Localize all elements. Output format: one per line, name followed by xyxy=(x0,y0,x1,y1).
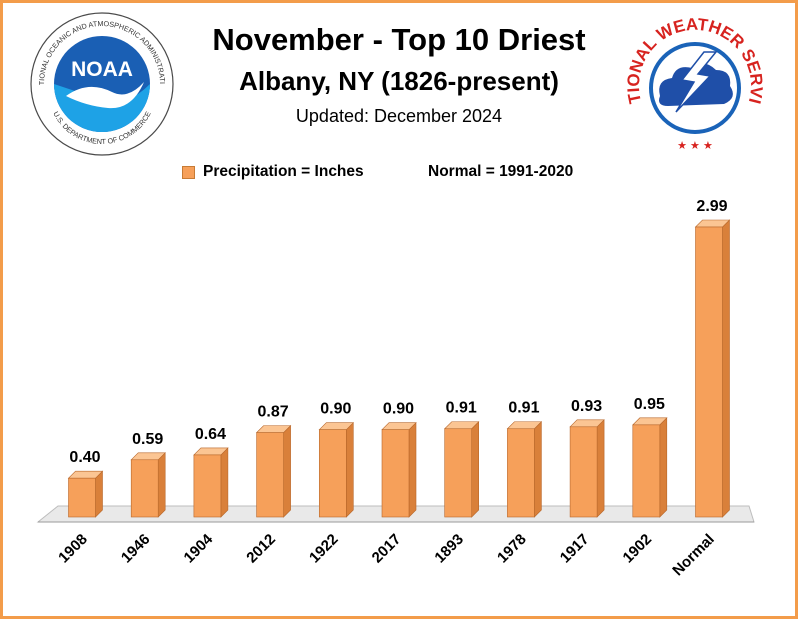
noaa-logo: NOAA NATIONAL OCEANIC AND ATMOSPHERIC AD… xyxy=(28,10,174,156)
data-label-2017: 0.90 xyxy=(383,401,414,418)
bar-1922 xyxy=(318,429,347,518)
bar-side-Normal xyxy=(722,219,730,518)
x-tick-label-1902: 1902 xyxy=(620,531,656,567)
data-label-1908: 0.40 xyxy=(69,449,100,466)
x-tick-label-2012: 2012 xyxy=(243,531,279,567)
bar-1908 xyxy=(68,477,96,518)
data-label-1917: 0.93 xyxy=(571,398,602,415)
data-label-1904: 0.64 xyxy=(195,426,226,443)
bar-1902 xyxy=(632,424,661,518)
x-tick-label-1893: 1893 xyxy=(431,531,467,567)
bar-1893 xyxy=(444,428,473,518)
x-tick-label-1946: 1946 xyxy=(118,531,154,567)
bar-1946 xyxy=(130,459,159,518)
data-label-2012: 0.87 xyxy=(258,404,289,421)
chart-title: November - Top 10 Driest xyxy=(212,22,586,57)
bar-Normal xyxy=(695,226,723,518)
svg-text:★ ★ ★: ★ ★ ★ xyxy=(677,140,713,152)
data-label-1902: 0.95 xyxy=(634,396,665,413)
data-label-1946: 0.59 xyxy=(132,431,163,448)
data-label-Normal: 2.99 xyxy=(696,198,727,215)
bar-side-2017 xyxy=(408,421,417,518)
noaa-wordmark: NOAA xyxy=(71,58,133,81)
updated-text: Updated: December 2024 xyxy=(295,106,503,126)
data-label-1922: 0.90 xyxy=(320,401,351,418)
bar-side-1917 xyxy=(596,419,605,518)
bar-side-1908 xyxy=(95,470,103,518)
x-tick-label-1904: 1904 xyxy=(181,530,217,566)
data-label-1893: 0.91 xyxy=(446,400,477,417)
x-tick-label-1922: 1922 xyxy=(306,531,342,567)
legend-swatch xyxy=(182,165,195,179)
bar-1904 xyxy=(193,454,222,518)
x-tick-label-Normal: Normal xyxy=(669,531,718,580)
bar-side-1922 xyxy=(345,421,354,518)
legend-series-label: Precipitation = Inches xyxy=(203,163,364,180)
nws-logo: NATIONAL WEATHER SERVICE ★ ★ ★ xyxy=(620,8,767,155)
legend-normal-label: Normal = 1991-2020 xyxy=(428,163,574,180)
bar-1978 xyxy=(507,428,535,518)
bar-side-1904 xyxy=(220,447,229,518)
x-tick-label-1917: 1917 xyxy=(557,531,593,567)
x-tick-label-2017: 2017 xyxy=(369,531,405,567)
bar-1917 xyxy=(569,426,598,518)
bar-side-1893 xyxy=(471,421,480,518)
bar-side-1946 xyxy=(157,452,166,518)
data-label-1978: 0.91 xyxy=(508,400,539,417)
bar-side-1978 xyxy=(534,421,542,518)
bar-side-2012 xyxy=(283,424,291,518)
x-tick-label-1908: 1908 xyxy=(55,531,91,567)
chart-subtitle: Albany, NY (1826-present) xyxy=(239,66,559,96)
legend-series: Precipitation = Inches xyxy=(182,163,364,181)
legend-normal: Normal = 1991-2020 xyxy=(428,163,573,181)
x-tick-label-1978: 1978 xyxy=(494,531,530,567)
bar-2017 xyxy=(381,429,410,518)
bar-2012 xyxy=(256,432,284,518)
bar-side-1902 xyxy=(659,417,668,518)
